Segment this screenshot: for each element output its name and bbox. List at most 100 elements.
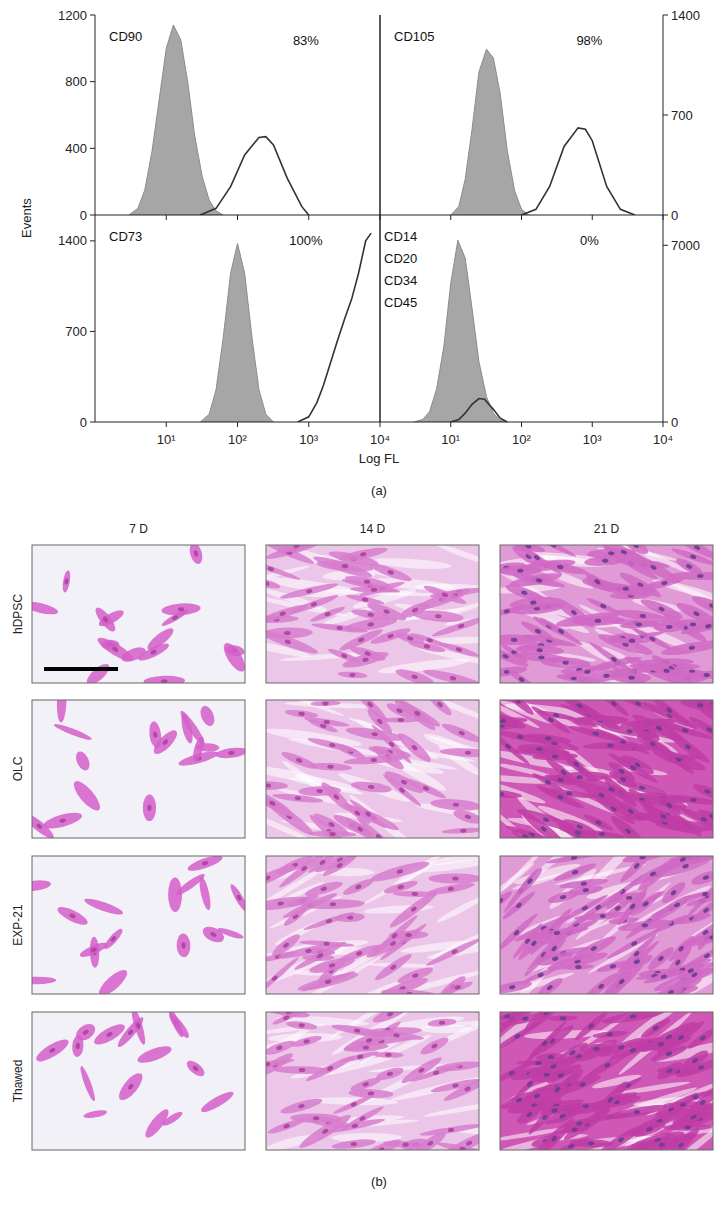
nucleus <box>646 1126 653 1132</box>
cell <box>430 1077 479 1095</box>
cell <box>136 1043 174 1066</box>
y-tick <box>90 15 95 16</box>
nucleus <box>536 578 543 583</box>
y-axis-label: Events <box>19 198 34 238</box>
nucleus <box>652 1025 660 1032</box>
nucleus <box>511 638 517 642</box>
nucleus <box>390 964 398 971</box>
micrograph-border <box>500 1012 713 1150</box>
cell <box>387 888 440 931</box>
nucleus <box>603 1062 611 1069</box>
panel-label: (b) <box>371 1174 387 1189</box>
cell <box>500 716 528 726</box>
nucleus <box>127 1028 134 1035</box>
x-tick <box>237 215 238 220</box>
nucleus <box>303 1039 310 1045</box>
nucleus <box>449 676 456 681</box>
cell <box>73 749 92 772</box>
nucleus <box>398 718 404 722</box>
nucleus <box>502 653 509 659</box>
cell <box>620 619 658 629</box>
nucleus <box>684 743 692 750</box>
nucleus <box>595 619 602 623</box>
cell <box>307 736 359 755</box>
cell <box>368 560 413 584</box>
nucleus <box>356 826 364 833</box>
cell <box>371 1012 410 1026</box>
cell <box>167 1012 192 1040</box>
plot-marks <box>129 25 309 215</box>
micrograph <box>32 856 245 994</box>
cell <box>501 889 537 921</box>
nucleus <box>517 569 524 573</box>
nucleus <box>540 825 548 832</box>
micrograph-border <box>266 545 479 683</box>
cell <box>654 621 685 632</box>
cell <box>91 1020 127 1048</box>
nucleus <box>295 757 302 763</box>
y-tick <box>90 81 95 82</box>
nucleus <box>594 578 602 585</box>
nucleus <box>284 631 291 635</box>
y-tick-label: 700 <box>671 108 693 123</box>
y-tick <box>663 245 668 246</box>
nucleus <box>330 902 337 906</box>
micrograph <box>266 1012 479 1150</box>
cell <box>286 1020 318 1031</box>
cell <box>266 862 297 895</box>
cell <box>514 1102 544 1127</box>
nucleus <box>685 563 693 570</box>
cell <box>83 896 125 918</box>
cell <box>338 626 385 653</box>
nucleus <box>370 758 377 762</box>
nucleus <box>342 564 349 569</box>
histogram-panel: 07001400CD10598% <box>380 8 700 223</box>
nucleus <box>550 1064 557 1070</box>
nucleus <box>617 1136 625 1143</box>
nucleus <box>551 1108 558 1114</box>
nucleus <box>266 1062 271 1067</box>
nucleus <box>436 701 443 708</box>
cell <box>310 700 340 706</box>
nucleus <box>410 906 418 913</box>
nucleus <box>575 965 582 969</box>
cell <box>427 1018 456 1028</box>
nucleus <box>112 646 120 653</box>
nucleus <box>597 983 605 990</box>
cell <box>344 574 390 590</box>
cell <box>568 883 604 896</box>
nucleus <box>593 1047 599 1051</box>
nucleus <box>533 1093 540 1099</box>
nucleus <box>587 1022 594 1029</box>
cell <box>592 1030 628 1039</box>
cell <box>535 975 565 994</box>
nucleus <box>435 614 442 619</box>
cell <box>342 1026 396 1055</box>
percent-annotation: 0% <box>580 233 599 248</box>
micrograph <box>32 545 245 683</box>
nucleus <box>49 1047 57 1054</box>
percent-annotation: 100% <box>289 233 323 248</box>
micrograph-border <box>266 1012 479 1150</box>
cell <box>168 878 182 913</box>
cell <box>418 1035 450 1058</box>
nucleus <box>64 578 69 585</box>
nucleus <box>336 862 344 869</box>
nucleus <box>192 1065 199 1072</box>
nucleus <box>509 985 516 990</box>
nucleus <box>362 1081 369 1087</box>
panel-label: (a) <box>371 483 387 498</box>
cell <box>675 1079 713 1127</box>
percent-annotation: 83% <box>293 33 319 48</box>
nucleus <box>513 1033 521 1040</box>
cell <box>266 786 296 820</box>
cell <box>161 602 201 616</box>
cell <box>655 1059 684 1082</box>
micrograph-border <box>266 856 479 994</box>
cell <box>304 1053 356 1084</box>
nucleus <box>576 824 583 830</box>
cell <box>92 605 118 634</box>
nucleus <box>630 1047 637 1053</box>
micrograph-border <box>32 856 245 994</box>
cell <box>350 607 391 622</box>
